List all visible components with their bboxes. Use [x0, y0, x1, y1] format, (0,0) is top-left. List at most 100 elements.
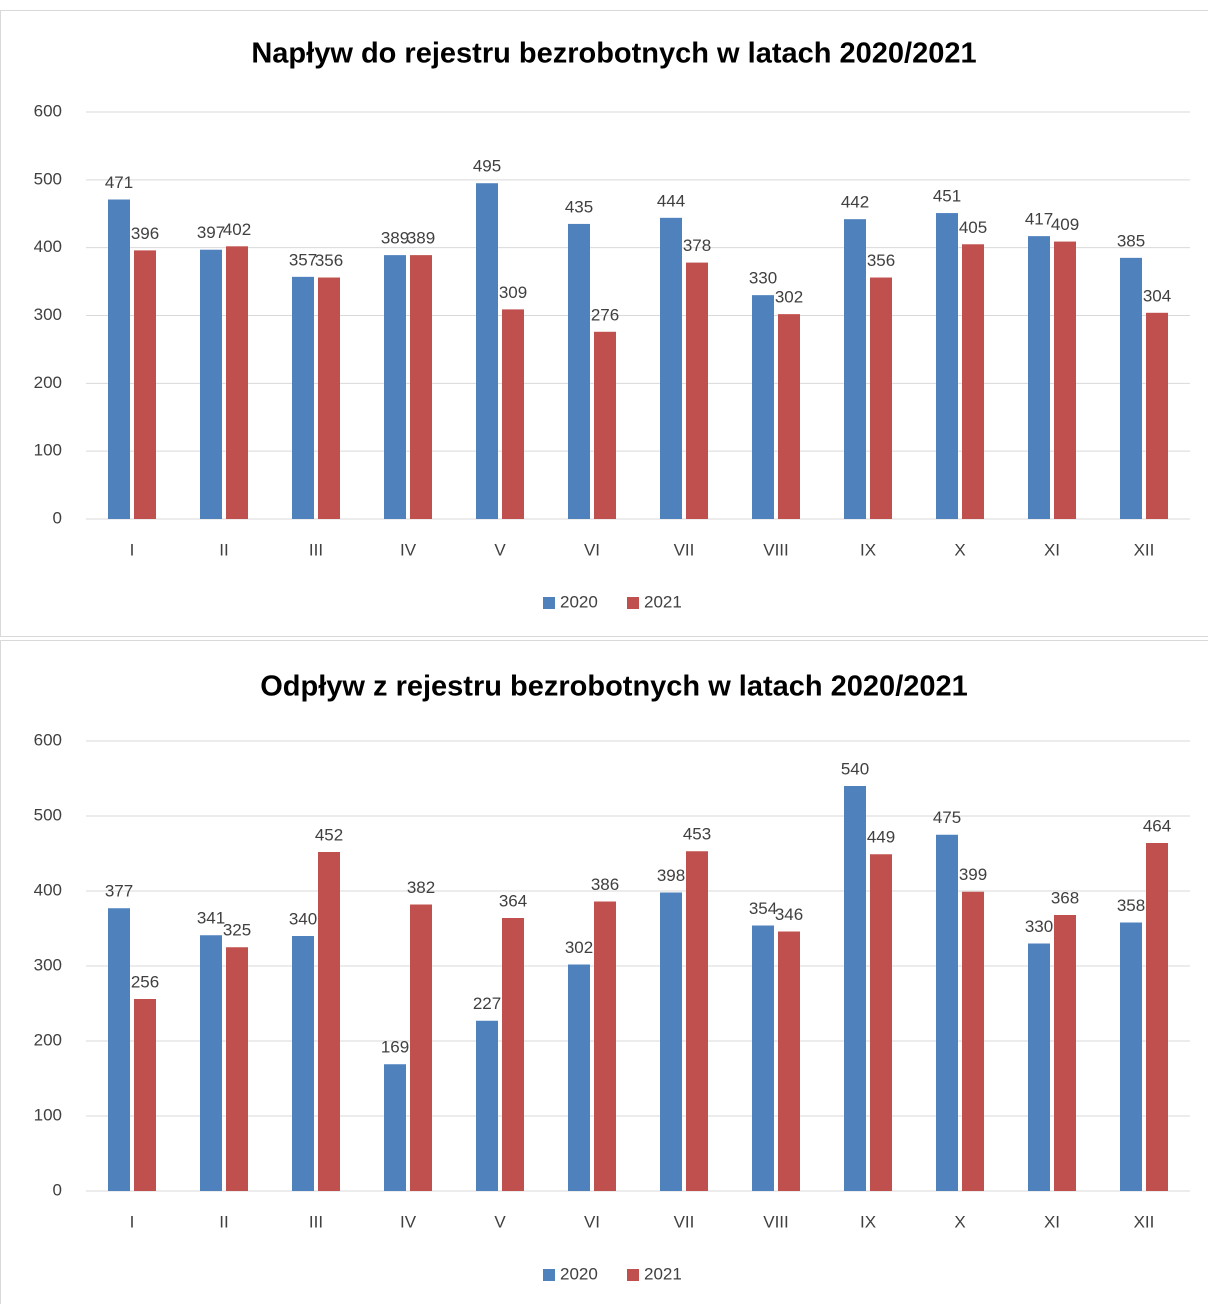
x-tick-label: III — [309, 1212, 323, 1231]
legend-label: 2020 — [560, 592, 598, 611]
data-label: 409 — [1051, 215, 1079, 234]
x-tick-label: I — [130, 540, 135, 559]
data-label: 354 — [749, 899, 777, 918]
data-label: 389 — [381, 229, 409, 248]
data-label: 417 — [1025, 210, 1053, 229]
chart-frame — [0, 640, 1208, 1304]
y-tick-label: 600 — [34, 101, 62, 120]
bar — [200, 249, 222, 519]
y-tick-label: 100 — [34, 1105, 62, 1124]
data-label: 356 — [867, 251, 895, 270]
bar — [134, 250, 156, 519]
bar — [1054, 915, 1076, 1191]
y-tick-label: 600 — [34, 730, 62, 749]
x-tick-label: XII — [1134, 540, 1155, 559]
data-label: 396 — [131, 224, 159, 243]
data-label: 309 — [499, 283, 527, 302]
data-label: 302 — [565, 938, 593, 957]
x-tick-label: XI — [1044, 1212, 1060, 1231]
bar — [476, 183, 498, 519]
legend-label: 2021 — [644, 592, 682, 611]
bar — [778, 314, 800, 519]
bar — [226, 246, 248, 519]
x-tick-label: V — [494, 540, 506, 559]
bar — [502, 309, 524, 519]
bar — [108, 199, 130, 519]
x-tick-label: VII — [674, 1212, 695, 1231]
x-tick-label: VII — [674, 540, 695, 559]
chart-title: Napływ do rejestru bezrobotnych w latach… — [251, 38, 976, 70]
bar — [200, 935, 222, 1191]
data-label: 452 — [315, 825, 343, 844]
x-tick-label: IV — [400, 540, 417, 559]
data-label: 405 — [959, 218, 987, 237]
bar — [292, 276, 314, 519]
x-tick-label: X — [954, 540, 965, 559]
x-tick-label: VI — [584, 540, 600, 559]
data-label: 368 — [1051, 888, 1079, 907]
data-label: 357 — [289, 250, 317, 269]
bar — [292, 936, 314, 1191]
bar — [752, 295, 774, 519]
y-tick-label: 400 — [34, 237, 62, 256]
bar — [936, 213, 958, 520]
data-label: 364 — [499, 891, 527, 910]
bar — [1028, 943, 1050, 1191]
legend-label: 2020 — [560, 1264, 598, 1283]
bar — [844, 786, 866, 1191]
bar — [502, 918, 524, 1191]
bar — [1146, 312, 1168, 519]
legend-label: 2021 — [644, 1264, 682, 1283]
data-label: 341 — [197, 909, 225, 928]
bar — [410, 255, 432, 519]
data-label: 227 — [473, 994, 501, 1013]
bar — [594, 901, 616, 1191]
bar — [1054, 241, 1076, 520]
y-tick-label: 300 — [34, 955, 62, 974]
legend-swatch — [627, 1269, 639, 1281]
data-label: 386 — [591, 875, 619, 894]
y-tick-label: 100 — [34, 441, 62, 460]
data-label: 399 — [959, 865, 987, 884]
x-tick-label: I — [130, 1212, 135, 1231]
data-label: 330 — [1025, 917, 1053, 936]
x-tick-label: II — [219, 540, 228, 559]
data-label: 442 — [841, 193, 869, 212]
legend-swatch — [543, 597, 555, 609]
data-label: 475 — [933, 808, 961, 827]
data-label: 389 — [407, 229, 435, 248]
bar — [1120, 257, 1142, 519]
bar — [686, 262, 708, 519]
bar — [936, 834, 958, 1191]
data-label: 464 — [1143, 816, 1171, 835]
bar — [1146, 843, 1168, 1191]
data-label: 304 — [1143, 286, 1171, 305]
bar — [226, 947, 248, 1191]
bar — [752, 925, 774, 1191]
bar — [1028, 236, 1050, 519]
data-label: 398 — [657, 866, 685, 885]
data-label: 435 — [565, 197, 593, 216]
bar — [476, 1020, 498, 1191]
data-label: 471 — [105, 173, 133, 192]
y-tick-label: 500 — [34, 169, 62, 188]
x-tick-label: III — [309, 540, 323, 559]
chart-title: Odpływ z rejestru bezrobotnych w latach … — [260, 671, 968, 703]
x-tick-label: II — [219, 1212, 228, 1231]
y-tick-label: 0 — [53, 1180, 62, 1199]
y-tick-label: 0 — [53, 508, 62, 527]
x-tick-label: V — [494, 1212, 506, 1231]
data-label: 495 — [473, 157, 501, 176]
x-tick-label: X — [954, 1212, 965, 1231]
data-label: 449 — [867, 828, 895, 847]
bar — [844, 219, 866, 519]
x-tick-label: VIII — [763, 540, 789, 559]
bar — [1120, 922, 1142, 1191]
bar — [318, 852, 340, 1191]
bar — [134, 999, 156, 1191]
y-tick-label: 200 — [34, 373, 62, 392]
data-label: 330 — [749, 269, 777, 288]
bar — [384, 1064, 406, 1191]
x-tick-label: IX — [860, 540, 876, 559]
